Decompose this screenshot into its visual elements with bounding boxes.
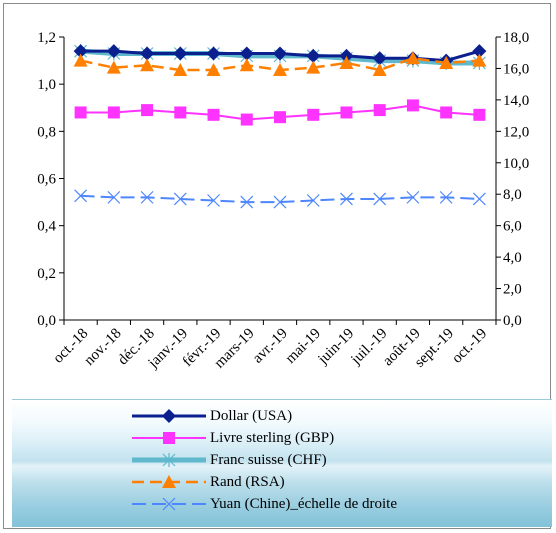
data-point <box>372 63 387 77</box>
right-tick-label: 14,0 <box>503 93 529 109</box>
x-tick-label: avr.-19 <box>250 326 291 367</box>
data-point <box>140 58 155 72</box>
data-point <box>307 108 320 121</box>
data-point <box>306 60 321 74</box>
data-point <box>107 190 121 204</box>
data-point <box>106 60 121 74</box>
data-point <box>141 104 154 117</box>
data-point <box>274 111 286 124</box>
legend-label-yuan: Yuan (Chine)_échelle de droite <box>210 496 398 512</box>
data-point <box>239 58 254 72</box>
left-tick-label: 1,2 <box>37 30 56 46</box>
legend-swatch-gbp <box>132 432 206 444</box>
series-cross <box>74 189 486 209</box>
legend-label-rand: Rand (RSA) <box>210 474 285 490</box>
right-tick-label: 12,0 <box>503 124 529 140</box>
chart-plot: 0,0 0,2 0,4 0,6 0,8 1,0 1,2 0,0 2,0 4,0 6,0 8,0 10,0… <box>37 30 529 372</box>
x-tick-label: nov.-18 <box>81 326 124 369</box>
data-point <box>273 46 287 61</box>
data-point <box>73 53 88 67</box>
legend-item-yuan: Yuan (Chine)_échelle de droite <box>12 493 552 515</box>
legend-marker <box>162 497 176 511</box>
data-point <box>405 51 420 65</box>
data-point <box>306 194 320 207</box>
data-point <box>240 195 254 209</box>
legend-item-gbp: Livre sterling (GBP) <box>12 427 552 449</box>
legend-swatch-chf <box>132 453 206 467</box>
data-point <box>439 55 454 69</box>
data-point <box>207 108 220 121</box>
data-point <box>473 108 486 121</box>
legend-marker <box>162 409 176 423</box>
legend-item-chf: Franc suisse (CHF) <box>12 449 552 471</box>
legend-item-dollar: Dollar (USA) <box>12 405 552 427</box>
data-point <box>74 106 87 119</box>
data-point <box>173 192 187 206</box>
data-point <box>306 48 321 63</box>
data-point <box>406 99 419 112</box>
left-tick-label: 1,0 <box>37 77 56 93</box>
data-point <box>106 44 121 59</box>
chart-frame: 0,0 0,2 0,4 0,6 0,8 1,0 1,2 0,0 2,0 4,0 6,0 8,0 10,0… <box>3 3 552 529</box>
x-tick-label: juin-19 <box>315 326 358 369</box>
right-tick-label: 2,0 <box>503 282 522 298</box>
left-tick-label: 0,8 <box>37 124 56 140</box>
legend-label-gbp: Livre sterling (GBP) <box>210 430 335 446</box>
right-tick-label: 10,0 <box>503 156 529 172</box>
x-tick-label: oct.-19 <box>449 326 490 367</box>
legend-swatch-yuan <box>132 497 206 511</box>
data-point <box>339 55 354 69</box>
legend-label-chf: Franc suisse (CHF) <box>210 452 327 468</box>
series-square <box>74 99 486 126</box>
data-point <box>174 106 187 119</box>
data-point <box>472 53 487 67</box>
data-point <box>140 46 155 61</box>
right-tick-label: 4,0 <box>503 250 522 266</box>
data-point <box>340 106 353 119</box>
legend-swatch-dollar <box>132 409 206 423</box>
data-point <box>373 104 386 117</box>
data-point <box>240 113 253 126</box>
data-point <box>472 192 486 206</box>
right-tick-label: 16,0 <box>503 61 529 77</box>
data-point <box>140 190 154 204</box>
right-tick-label: 0,0 <box>503 313 522 329</box>
data-point <box>173 46 188 61</box>
right-tick-label: 18,0 <box>503 30 529 46</box>
data-point <box>239 46 254 61</box>
legend-marker <box>162 453 176 467</box>
data-point <box>373 192 387 206</box>
legend-item-rand: Rand (RSA) <box>12 471 552 493</box>
data-point <box>273 63 287 77</box>
series-triangle <box>73 51 487 77</box>
data-point <box>406 190 420 204</box>
left-tick-label: 0,4 <box>37 219 56 235</box>
data-point <box>207 194 220 207</box>
data-point <box>472 44 487 59</box>
x-tick-label: mai-19 <box>283 326 324 367</box>
data-point <box>107 106 120 119</box>
right-tick-label: 8,0 <box>503 187 522 203</box>
legend-label-dollar: Dollar (USA) <box>210 408 293 424</box>
data-point <box>273 195 287 209</box>
left-tick-label: 0,6 <box>37 172 56 188</box>
data-point <box>340 192 353 206</box>
data-point <box>372 51 387 66</box>
legend-swatch-rand <box>132 475 206 488</box>
data-point <box>206 46 221 61</box>
data-point <box>439 190 453 204</box>
right-tick-label: 6,0 <box>503 219 522 235</box>
data-point <box>440 106 453 119</box>
left-tick-label: 0,2 <box>37 266 56 282</box>
series-line <box>80 194 480 204</box>
legend-marker <box>163 432 175 444</box>
data-point <box>173 63 188 77</box>
data-point <box>74 189 88 203</box>
data-point <box>73 44 88 59</box>
legend-marker <box>162 475 176 488</box>
data-point <box>339 48 354 63</box>
chart-legend: Dollar (USA) Livre sterling (GBP) Franc … <box>12 399 552 527</box>
left-tick-label: 0,0 <box>37 313 56 329</box>
data-point <box>206 63 221 77</box>
